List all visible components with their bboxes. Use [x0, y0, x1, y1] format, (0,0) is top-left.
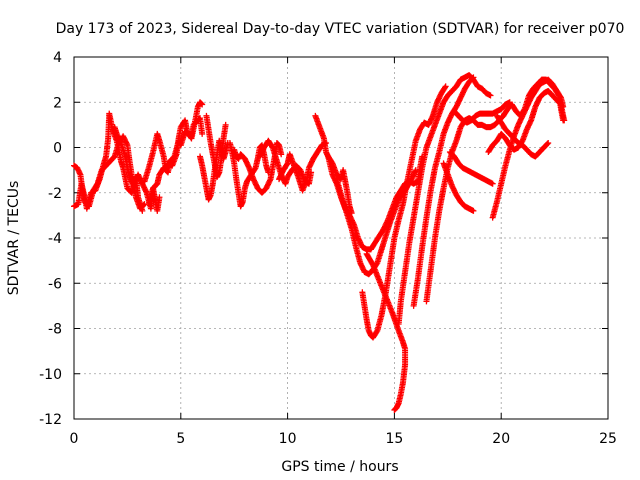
- x-tick-label: 20: [492, 431, 510, 447]
- y-tick-label: 2: [53, 95, 62, 111]
- data-series: [141, 99, 205, 184]
- y-tick-label: 4: [53, 50, 62, 66]
- x-axis-label: GPS time / hours: [281, 459, 398, 475]
- chart-title: Day 173 of 2023, Sidereal Day-to-day VTE…: [56, 21, 625, 37]
- sdtvar-chart: Day 173 of 2023, Sidereal Day-to-day VTE…: [0, 0, 640, 480]
- axis-ticks: 0 5 10 15 20 25 -12 -10 -8 -6 -4 -2 0 2 4: [39, 50, 617, 447]
- data-series: [276, 140, 329, 194]
- data-series: [312, 113, 354, 216]
- data-series: [396, 72, 494, 327]
- y-tick-label: -12: [39, 412, 62, 428]
- x-tick-label: 5: [176, 431, 185, 447]
- data-points: [71, 72, 567, 413]
- x-tick-label: 15: [385, 431, 403, 447]
- x-tick-label: 10: [279, 431, 297, 447]
- y-tick-label: -4: [48, 231, 62, 247]
- y-tick-label: -10: [39, 367, 62, 383]
- y-axis-label: SDTVAR / TECUs: [6, 181, 22, 296]
- y-tick-label: -8: [48, 322, 62, 338]
- y-tick-label: -6: [48, 276, 62, 292]
- y-tick-label: 0: [53, 141, 62, 157]
- x-tick-label: 0: [70, 431, 79, 447]
- x-tick-label: 25: [599, 431, 617, 447]
- y-tick-label: -2: [48, 186, 62, 202]
